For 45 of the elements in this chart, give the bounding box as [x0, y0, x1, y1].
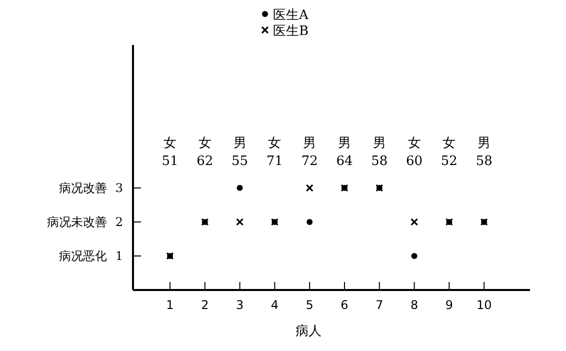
- annotation: 男: [303, 136, 316, 151]
- annotation: 71: [266, 154, 283, 169]
- y-tick-label: 2: [115, 214, 123, 229]
- annotation: 55: [232, 154, 248, 169]
- x-tick-label: 1: [166, 298, 174, 312]
- legend-label: 医生A: [273, 8, 309, 23]
- point: [411, 252, 418, 259]
- annotation: 64: [336, 154, 353, 169]
- point: [236, 184, 243, 191]
- text: 病况恶化: [59, 248, 107, 263]
- point: [236, 218, 244, 226]
- x-tick-label: 2: [201, 298, 209, 312]
- annotation: 女: [198, 136, 212, 151]
- annotation: 男: [233, 136, 246, 151]
- annotation: 52: [440, 154, 458, 169]
- point: [410, 218, 418, 226]
- x-tick-label: 5: [306, 298, 314, 312]
- annotation: 女: [163, 136, 176, 151]
- x-tick-label: 7: [376, 298, 384, 312]
- y-tick-label: 1: [115, 248, 123, 263]
- annotation: 女: [268, 136, 282, 151]
- annotation: 60: [406, 154, 423, 169]
- point: [306, 218, 313, 225]
- annotation: 58: [476, 154, 492, 169]
- annotation: 72: [301, 154, 318, 169]
- text: 病况未改善: [47, 214, 107, 229]
- annotation: 男: [338, 136, 351, 151]
- point: [306, 184, 314, 192]
- annotation: 女: [442, 136, 456, 151]
- x-tick-label: 10: [476, 298, 492, 312]
- x-tick-label: 9: [445, 298, 454, 312]
- annotation: 62: [196, 154, 214, 169]
- x-tick-label: 4: [270, 298, 279, 312]
- text: 病况改善: [59, 180, 107, 195]
- x-tick-label: 6: [340, 298, 348, 312]
- x-tick-label: 3: [236, 298, 244, 312]
- annotation: 女: [408, 136, 421, 151]
- annotation: 男: [478, 136, 491, 151]
- legend-label: 医生B: [273, 24, 309, 39]
- y-tick-label: 3: [115, 180, 123, 195]
- annotation: 58: [371, 154, 388, 169]
- x-axis-title: 病人: [296, 324, 322, 339]
- annotation: 51: [162, 154, 178, 169]
- annotation: 男: [372, 136, 386, 151]
- x-tick-label: 8: [410, 298, 418, 312]
